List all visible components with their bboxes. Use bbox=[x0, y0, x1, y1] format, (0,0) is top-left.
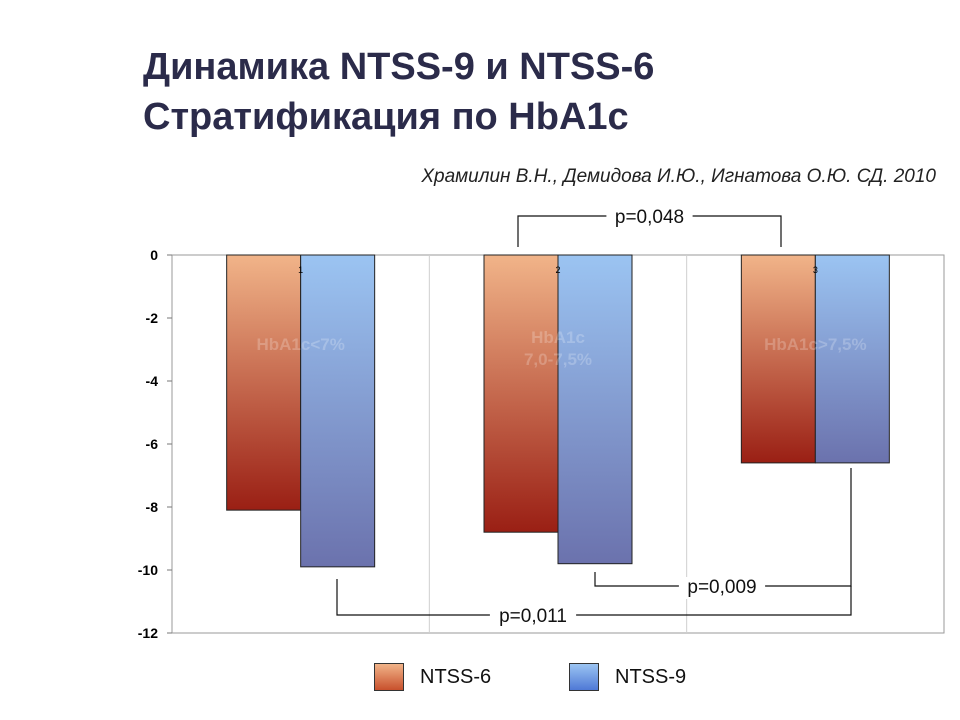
bar-ntss6-1 bbox=[226, 254, 302, 511]
category-tick-label: 2 bbox=[555, 265, 560, 275]
category-tick-label: 1 bbox=[298, 265, 303, 275]
y-tick-label: -12 bbox=[138, 625, 158, 641]
bar-ntss9-2 bbox=[557, 254, 633, 565]
y-tick-label: -2 bbox=[146, 310, 159, 326]
y-tick-label: -4 bbox=[146, 373, 159, 389]
p-value-label-009-bg bbox=[678, 577, 766, 599]
bar-ntss9-3 bbox=[814, 254, 890, 464]
category-tick-label: 3 bbox=[813, 265, 818, 275]
y-tick-label: -10 bbox=[138, 562, 158, 578]
page-title: Динамика NTSS-9 и NTSS-6 Стратификация п… bbox=[143, 42, 654, 142]
legend-item-ntss9: NTSS-9 bbox=[569, 663, 686, 691]
p-value-label-011-bg bbox=[489, 606, 577, 628]
y-tick-label: 0 bbox=[150, 247, 158, 263]
category-watermark-label: HbA1c 7,0-7,5% bbox=[524, 328, 592, 369]
bracket-p011 bbox=[336, 579, 852, 616]
y-tick-label: -6 bbox=[146, 436, 159, 452]
legend-swatch-ntss9 bbox=[569, 663, 599, 691]
category-watermark-line: HbA1c bbox=[531, 328, 585, 347]
category-labels: 1 HbA1c<7% 2 HbA1c 7,0-7,5% 3 HbA1c>7,5% bbox=[256, 265, 866, 369]
category-watermark-line: 7,0-7,5% bbox=[524, 350, 592, 369]
category-watermark-label: HbA1c<7% bbox=[256, 335, 344, 354]
legend-item-ntss6: NTSS-6 bbox=[374, 663, 491, 691]
bars bbox=[226, 254, 890, 568]
significance-annotations: p=0,048 p=0,009 p=0,011 bbox=[336, 207, 852, 628]
legend-label-ntss6: NTSS-6 bbox=[420, 665, 492, 688]
bar-ntss6-3 bbox=[740, 254, 816, 464]
legend-swatch-ntss6 bbox=[374, 663, 404, 691]
title-line-2: Стратификация по HbA1c bbox=[143, 96, 629, 138]
citation: Храмилин В.Н., Демидова И.Ю., Игнатова О… bbox=[421, 166, 936, 187]
bar-ntss6-2 bbox=[483, 254, 559, 533]
y-axis: 0 -2 -4 -6 -8 -10 -12 bbox=[138, 247, 172, 641]
legend-label-ntss9: NTSS-9 bbox=[615, 665, 687, 688]
bar-ntss9-1 bbox=[300, 254, 376, 568]
category-watermark-label: HbA1c>7,5% bbox=[764, 335, 867, 354]
y-tick-label: -8 bbox=[146, 499, 159, 515]
p-value-label-009: p=0,009 bbox=[687, 577, 756, 598]
grid-lines bbox=[428, 255, 688, 633]
p-value-label-048: p=0,048 bbox=[615, 207, 684, 228]
title-line-1: Динамика NTSS-9 и NTSS-6 bbox=[143, 46, 655, 88]
p-value-label-011: p=0,011 bbox=[499, 606, 567, 627]
p-value-label-048-bg bbox=[606, 207, 693, 229]
